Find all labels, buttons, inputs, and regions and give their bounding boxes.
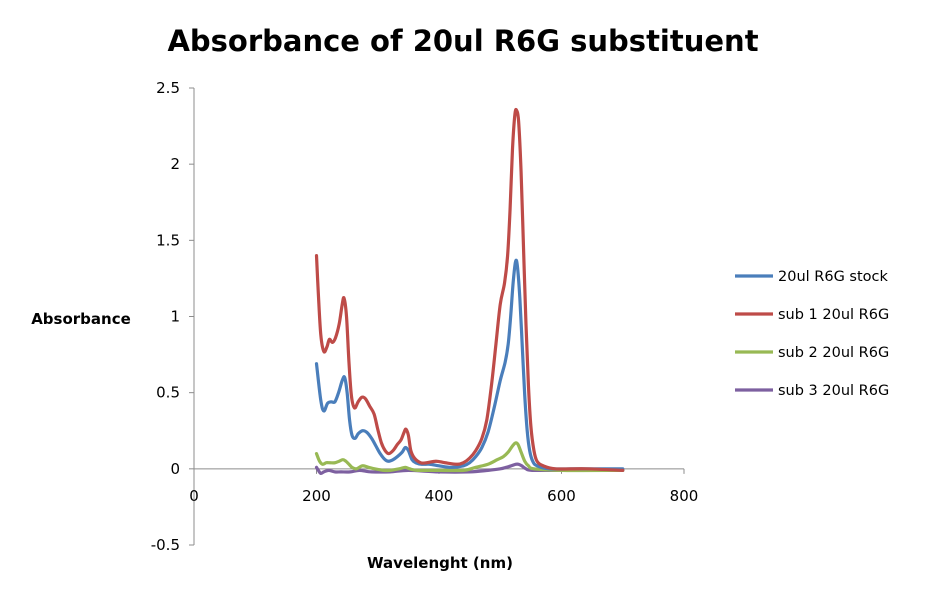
y-axis-title: Absorbance (31, 310, 131, 328)
y-tick-label: -0.5 (151, 536, 180, 554)
series-line-sub-1-20ul-r6g (314, 107, 625, 472)
axes: -0.5 0 0.5 1 1.5 2 2.5 0 200 400 600 800 (151, 79, 699, 554)
y-tick-label: 2.5 (156, 79, 180, 97)
y-tick-label: 1.5 (156, 231, 180, 249)
x-tick-label: 400 (425, 487, 454, 505)
series-line-sub-2-20ul-r6g (314, 441, 625, 473)
legend-label: sub 2 20ul R6G (778, 345, 889, 361)
series-line-20ul-r6g-stock (314, 258, 625, 471)
x-tick-label: 800 (670, 487, 699, 505)
chart-title: Absorbance of 20ul R6G substituent (167, 24, 758, 58)
legend-label: sub 3 20ul R6G (778, 383, 889, 399)
x-tick-label: 600 (547, 487, 576, 505)
x-tick-label: 200 (302, 487, 331, 505)
legend-label: 20ul R6G stock (778, 269, 889, 285)
y-tick-label: 0 (170, 460, 180, 478)
plot-series (314, 107, 625, 476)
x-tick-label: 0 (189, 487, 199, 505)
legend-label: sub 1 20ul R6G (778, 307, 889, 323)
legend: 20ul R6G stock sub 1 20ul R6G sub 2 20ul R… (735, 269, 889, 399)
y-tick-label: 1 (170, 308, 180, 326)
y-tick-label: 0.5 (156, 384, 180, 402)
y-tick-label: 2 (170, 155, 180, 173)
x-axis-title: Wavelenght (nm) (367, 554, 513, 572)
